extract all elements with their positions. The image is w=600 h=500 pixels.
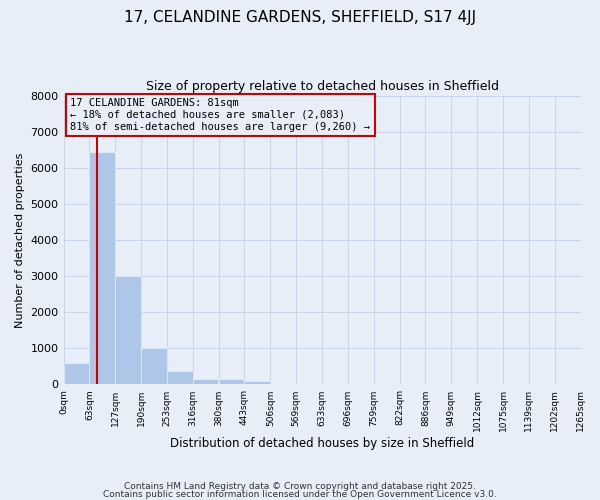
- Text: 17, CELANDINE GARDENS, SHEFFIELD, S17 4JJ: 17, CELANDINE GARDENS, SHEFFIELD, S17 4J…: [124, 10, 476, 25]
- Text: Contains public sector information licensed under the Open Government Licence v3: Contains public sector information licen…: [103, 490, 497, 499]
- Bar: [115, 276, 141, 384]
- Bar: [244, 381, 270, 384]
- Title: Size of property relative to detached houses in Sheffield: Size of property relative to detached ho…: [146, 80, 499, 93]
- Bar: [64, 363, 89, 384]
- Text: Contains HM Land Registry data © Crown copyright and database right 2025.: Contains HM Land Registry data © Crown c…: [124, 482, 476, 491]
- Text: 17 CELANDINE GARDENS: 81sqm
← 18% of detached houses are smaller (2,083)
81% of : 17 CELANDINE GARDENS: 81sqm ← 18% of det…: [70, 98, 370, 132]
- Bar: [141, 348, 167, 384]
- Bar: [193, 379, 218, 384]
- X-axis label: Distribution of detached houses by size in Sheffield: Distribution of detached houses by size …: [170, 437, 474, 450]
- Bar: [89, 152, 115, 384]
- Bar: [167, 370, 193, 384]
- Y-axis label: Number of detached properties: Number of detached properties: [15, 152, 25, 328]
- Bar: [218, 379, 244, 384]
